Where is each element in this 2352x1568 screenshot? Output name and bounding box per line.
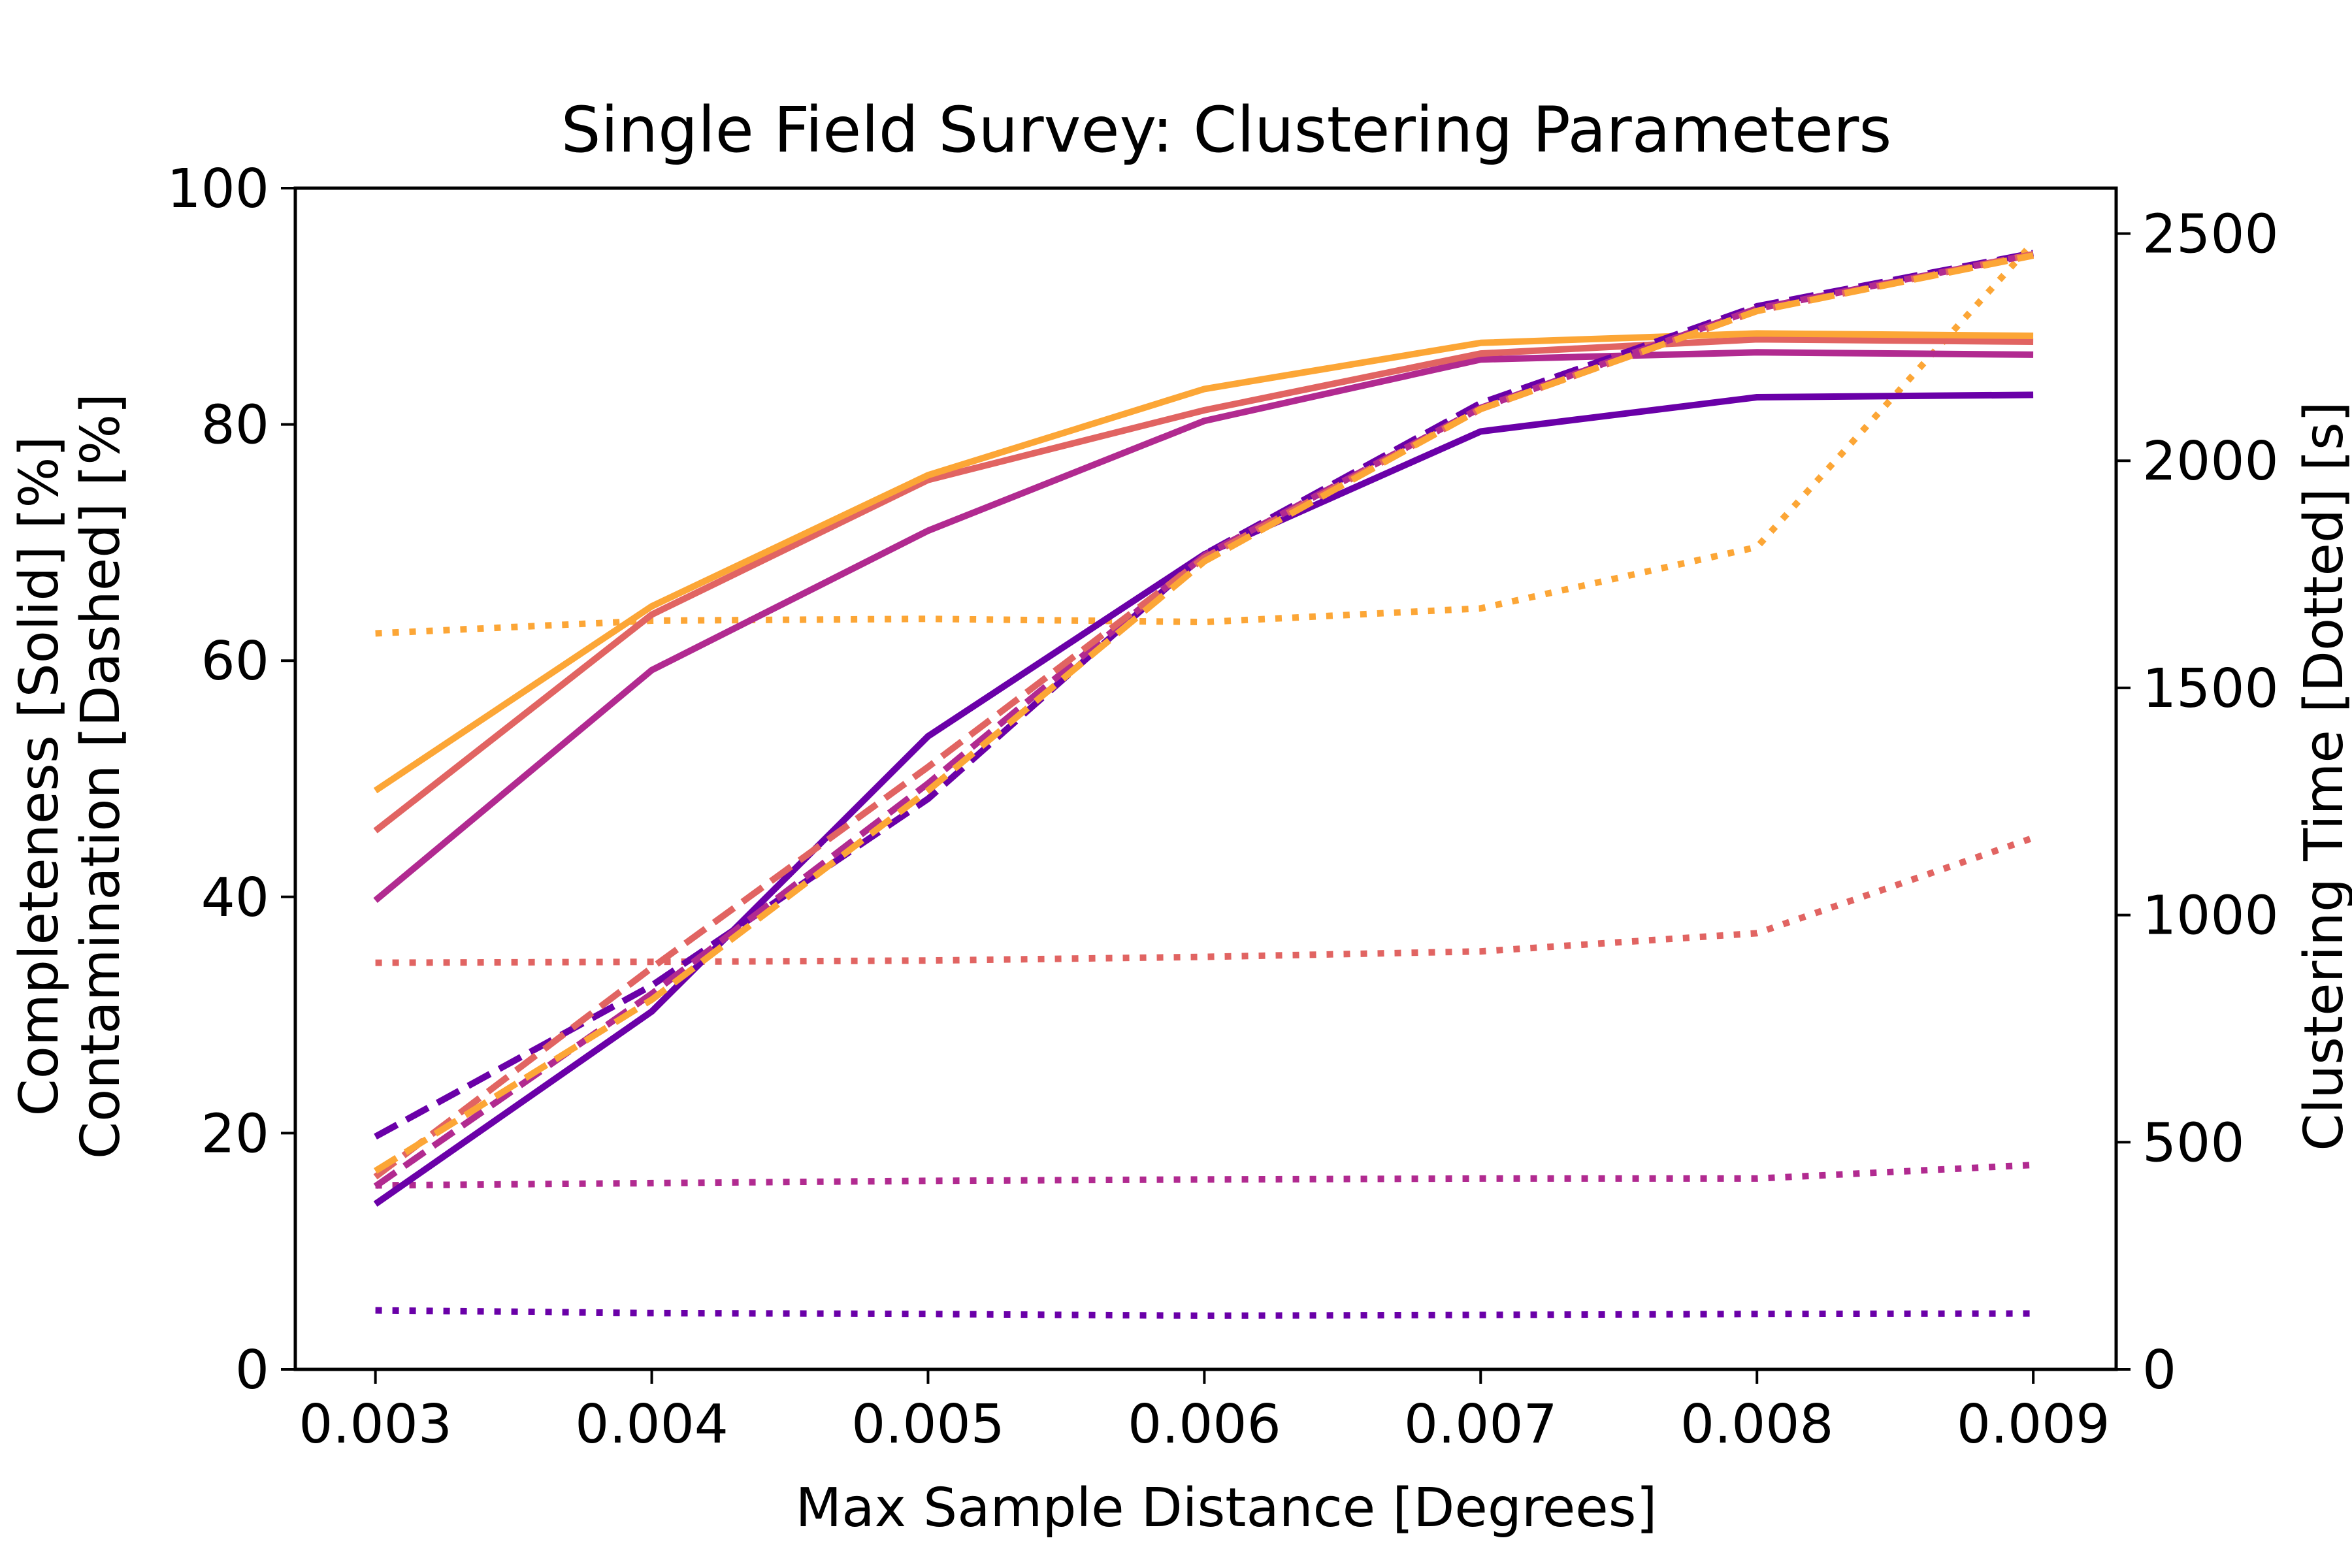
- y-left-axis-label-contamination: Contamination [Dashed] [%]: [70, 393, 132, 1159]
- y-right-tick-label: 2000: [2142, 431, 2279, 493]
- y-left-tick-label: 80: [201, 395, 269, 457]
- completeness-line-4: [373, 330, 2034, 794]
- y-right-tick-label: 0: [2142, 1339, 2176, 1401]
- x-tick-label: 0.006: [1128, 1394, 1281, 1456]
- plot-area: [373, 240, 2036, 1319]
- y-left-tick-label: 20: [201, 1103, 269, 1165]
- x-tick-label: 0.007: [1404, 1394, 1558, 1456]
- y-right-tick-label: 500: [2142, 1112, 2245, 1174]
- y-right-tick-label: 1000: [2142, 885, 2279, 947]
- x-tick-label: 0.005: [851, 1394, 1005, 1456]
- contamination-line-1: [374, 250, 2034, 1140]
- x-tick-label: 0.003: [299, 1394, 452, 1456]
- x-tick-label: 0.004: [575, 1394, 728, 1456]
- plot-frame: [293, 186, 2118, 1371]
- clustering-time-line-2: [375, 1162, 2034, 1189]
- contamination-line-3: [373, 251, 2034, 1180]
- y-left-tick-label: 60: [201, 630, 269, 693]
- chart-title: Single Field Survey: Clustering Paramete…: [561, 93, 1892, 167]
- contamination-line-4: [373, 252, 2034, 1174]
- y-right-axis-label: Clustering Time [Dotted] [s]: [2293, 401, 2352, 1151]
- x-tick-label: 0.009: [1957, 1394, 2110, 1456]
- clustering-time-line-1: [375, 1307, 2034, 1319]
- y-right-tick-label: 1500: [2142, 658, 2279, 720]
- y-left-tick-label: 0: [235, 1339, 269, 1401]
- x-tick-label: 0.008: [1680, 1394, 1834, 1456]
- y-right-tick-label: 2500: [2142, 204, 2279, 266]
- y-left-axis-label-completeness: Completeness [Solid] [%]: [8, 436, 71, 1117]
- clustering-time-line-4: [375, 240, 2036, 637]
- completeness-line-3: [373, 336, 2034, 834]
- y-left-tick-label: 40: [201, 867, 269, 929]
- x-axis-label: Max Sample Distance [Degrees]: [796, 1477, 1658, 1539]
- clustering-time-line-3: [375, 834, 2034, 966]
- y-left-tick-label: 100: [167, 158, 269, 220]
- completeness-line-2: [373, 349, 2034, 904]
